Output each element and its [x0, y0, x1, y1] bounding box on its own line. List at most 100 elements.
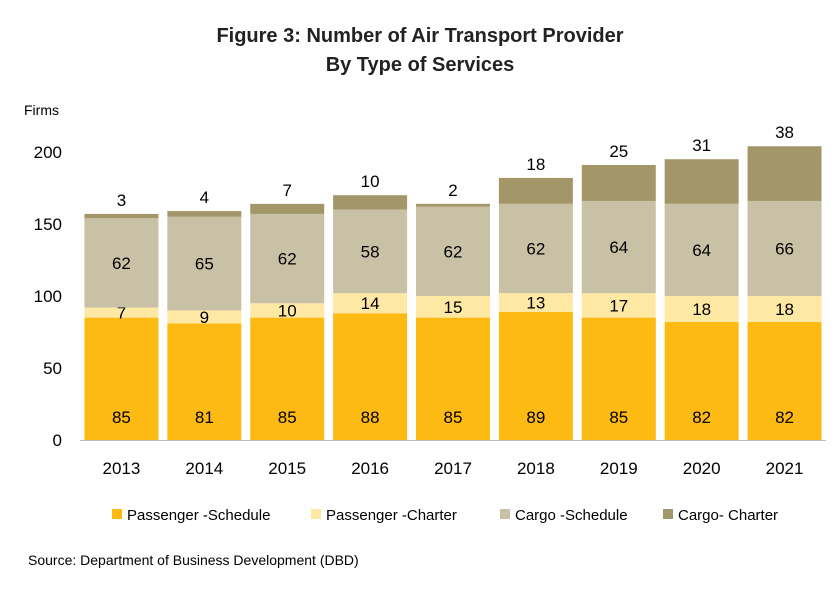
data-label: 14 [361, 294, 380, 313]
y-axis-unit-label: Firms [24, 102, 59, 118]
x-tick-label: 2021 [766, 459, 804, 478]
legend-label: Passenger -Charter [326, 507, 457, 524]
data-label: 3 [117, 191, 126, 210]
data-label: 17 [609, 296, 628, 315]
bar-stack-2020: 82 18 64 31 [664, 136, 739, 440]
bar-passenger-schedule-2018 [498, 311, 573, 440]
bar-passenger-schedule-2015 [250, 317, 325, 440]
bar-stack-2016: 88 14 58 10 [333, 172, 408, 440]
bar-stack-2013: 85 7 62 3 [84, 191, 159, 440]
bar-cargo-schedule-2019 [581, 200, 656, 294]
y-tick-label: 200 [34, 143, 62, 162]
legend-swatch [500, 509, 510, 519]
legend-label: Cargo- Charter [678, 507, 778, 524]
y-tick-label: 50 [43, 359, 62, 378]
bar-passenger-schedule-2020 [664, 321, 739, 440]
data-label: 64 [692, 241, 711, 260]
y-axis: 0 50 100 150 200 [34, 143, 62, 450]
data-label: 85 [112, 408, 131, 427]
bar-stack-2014: 81 9 65 4 [167, 188, 242, 440]
bar-cargo-schedule-2021 [747, 200, 822, 296]
legend-item: Passenger -Charter [311, 507, 457, 524]
bar-passenger-schedule-2021 [747, 321, 822, 440]
data-label: 7 [282, 181, 291, 200]
legend-swatch [112, 509, 122, 519]
legend-label: Cargo -Schedule [515, 507, 628, 524]
legend-label: Passenger -Schedule [127, 507, 270, 524]
bar-cargo-charter-2014 [167, 211, 242, 217]
bar-passenger-charter-2014 [167, 310, 242, 324]
bar-cargo-schedule-2016 [333, 209, 408, 294]
bar-cargo-charter-2020 [664, 159, 739, 204]
data-label: 85 [278, 408, 297, 427]
data-label: 62 [526, 239, 545, 258]
bar-cargo-charter-2021 [747, 146, 822, 201]
data-label: 85 [609, 408, 628, 427]
bar-passenger-schedule-2016 [333, 313, 408, 440]
x-tick-label: 2014 [185, 459, 223, 478]
bar-cargo-charter-2019 [581, 164, 656, 201]
y-tick-label: 100 [34, 287, 62, 306]
bar-passenger-schedule-2014 [167, 323, 242, 440]
bar-cargo-charter-2018 [498, 177, 573, 204]
bar-cargo-schedule-2013 [84, 218, 159, 308]
bar-stack-2019: 85 17 64 25 [581, 142, 656, 440]
data-label: 18 [775, 300, 794, 319]
x-tick-label: 2013 [103, 459, 141, 478]
data-label: 18 [526, 155, 545, 174]
bar-cargo-schedule-2015 [250, 213, 325, 304]
legend-item: Passenger -Schedule [112, 507, 270, 524]
bar-cargo-charter-2016 [333, 195, 408, 210]
x-tick-label: 2017 [434, 459, 472, 478]
bar-cargo-charter-2017 [416, 203, 490, 207]
legend-item: Cargo -Schedule [500, 507, 628, 524]
data-label: 15 [444, 298, 463, 317]
x-tick-label: 2016 [351, 459, 389, 478]
bar-cargo-charter-2013 [84, 213, 159, 219]
data-label: 13 [526, 293, 545, 312]
bar-stack-2021: 82 18 66 38 [747, 123, 822, 440]
x-tick-label: 2018 [517, 459, 555, 478]
data-label: 10 [278, 301, 297, 320]
data-label: 66 [775, 239, 794, 258]
bar-passenger-charter-2018 [498, 293, 573, 312]
legend-swatch [663, 509, 673, 519]
bar-passenger-schedule-2017 [416, 317, 490, 440]
data-label: 10 [361, 172, 380, 191]
x-tick-label: 2015 [268, 459, 306, 478]
data-label: 31 [692, 136, 711, 155]
bar-stack-2015: 85 10 62 7 [250, 181, 325, 440]
legend-item: Cargo- Charter [663, 507, 778, 524]
data-label: 88 [361, 408, 380, 427]
bar-cargo-schedule-2018 [498, 203, 573, 294]
bar-cargo-schedule-2020 [664, 203, 739, 296]
x-axis: 2013 2014 2015 2016 2017 2018 2019 2020 2021 [103, 459, 804, 478]
x-tick-label: 2020 [683, 459, 721, 478]
bar-passenger-charter-2020 [664, 296, 739, 322]
x-tick-label: 2019 [600, 459, 638, 478]
data-label: 9 [200, 308, 209, 327]
data-label: 62 [444, 242, 463, 261]
source-note: Source: Department of Business Developme… [28, 552, 359, 568]
data-label: 62 [278, 250, 297, 269]
data-label: 82 [692, 408, 711, 427]
data-label: 62 [112, 254, 131, 273]
bar-cargo-schedule-2017 [416, 206, 490, 296]
y-tick-label: 150 [34, 215, 62, 234]
bar-passenger-schedule-2013 [84, 317, 159, 440]
bar-passenger-charter-2016 [333, 293, 408, 314]
data-label: 4 [200, 188, 209, 207]
bar-cargo-charter-2015 [250, 203, 325, 214]
bar-plot-area: 85 7 62 3 81 9 65 4 85 10 62 7 88 14 58 10 85 15 62 2 89 13 62… [84, 123, 822, 440]
bar-passenger-charter-2019 [581, 293, 656, 318]
bar-passenger-charter-2021 [747, 296, 822, 322]
data-label: 18 [692, 300, 711, 319]
bar-passenger-charter-2013 [84, 307, 159, 318]
bar-cargo-schedule-2014 [167, 216, 242, 311]
data-label: 7 [117, 304, 126, 323]
data-label: 85 [444, 408, 463, 427]
data-label: 89 [526, 408, 545, 427]
bar-passenger-charter-2015 [250, 303, 325, 318]
bar-passenger-charter-2017 [416, 296, 490, 318]
